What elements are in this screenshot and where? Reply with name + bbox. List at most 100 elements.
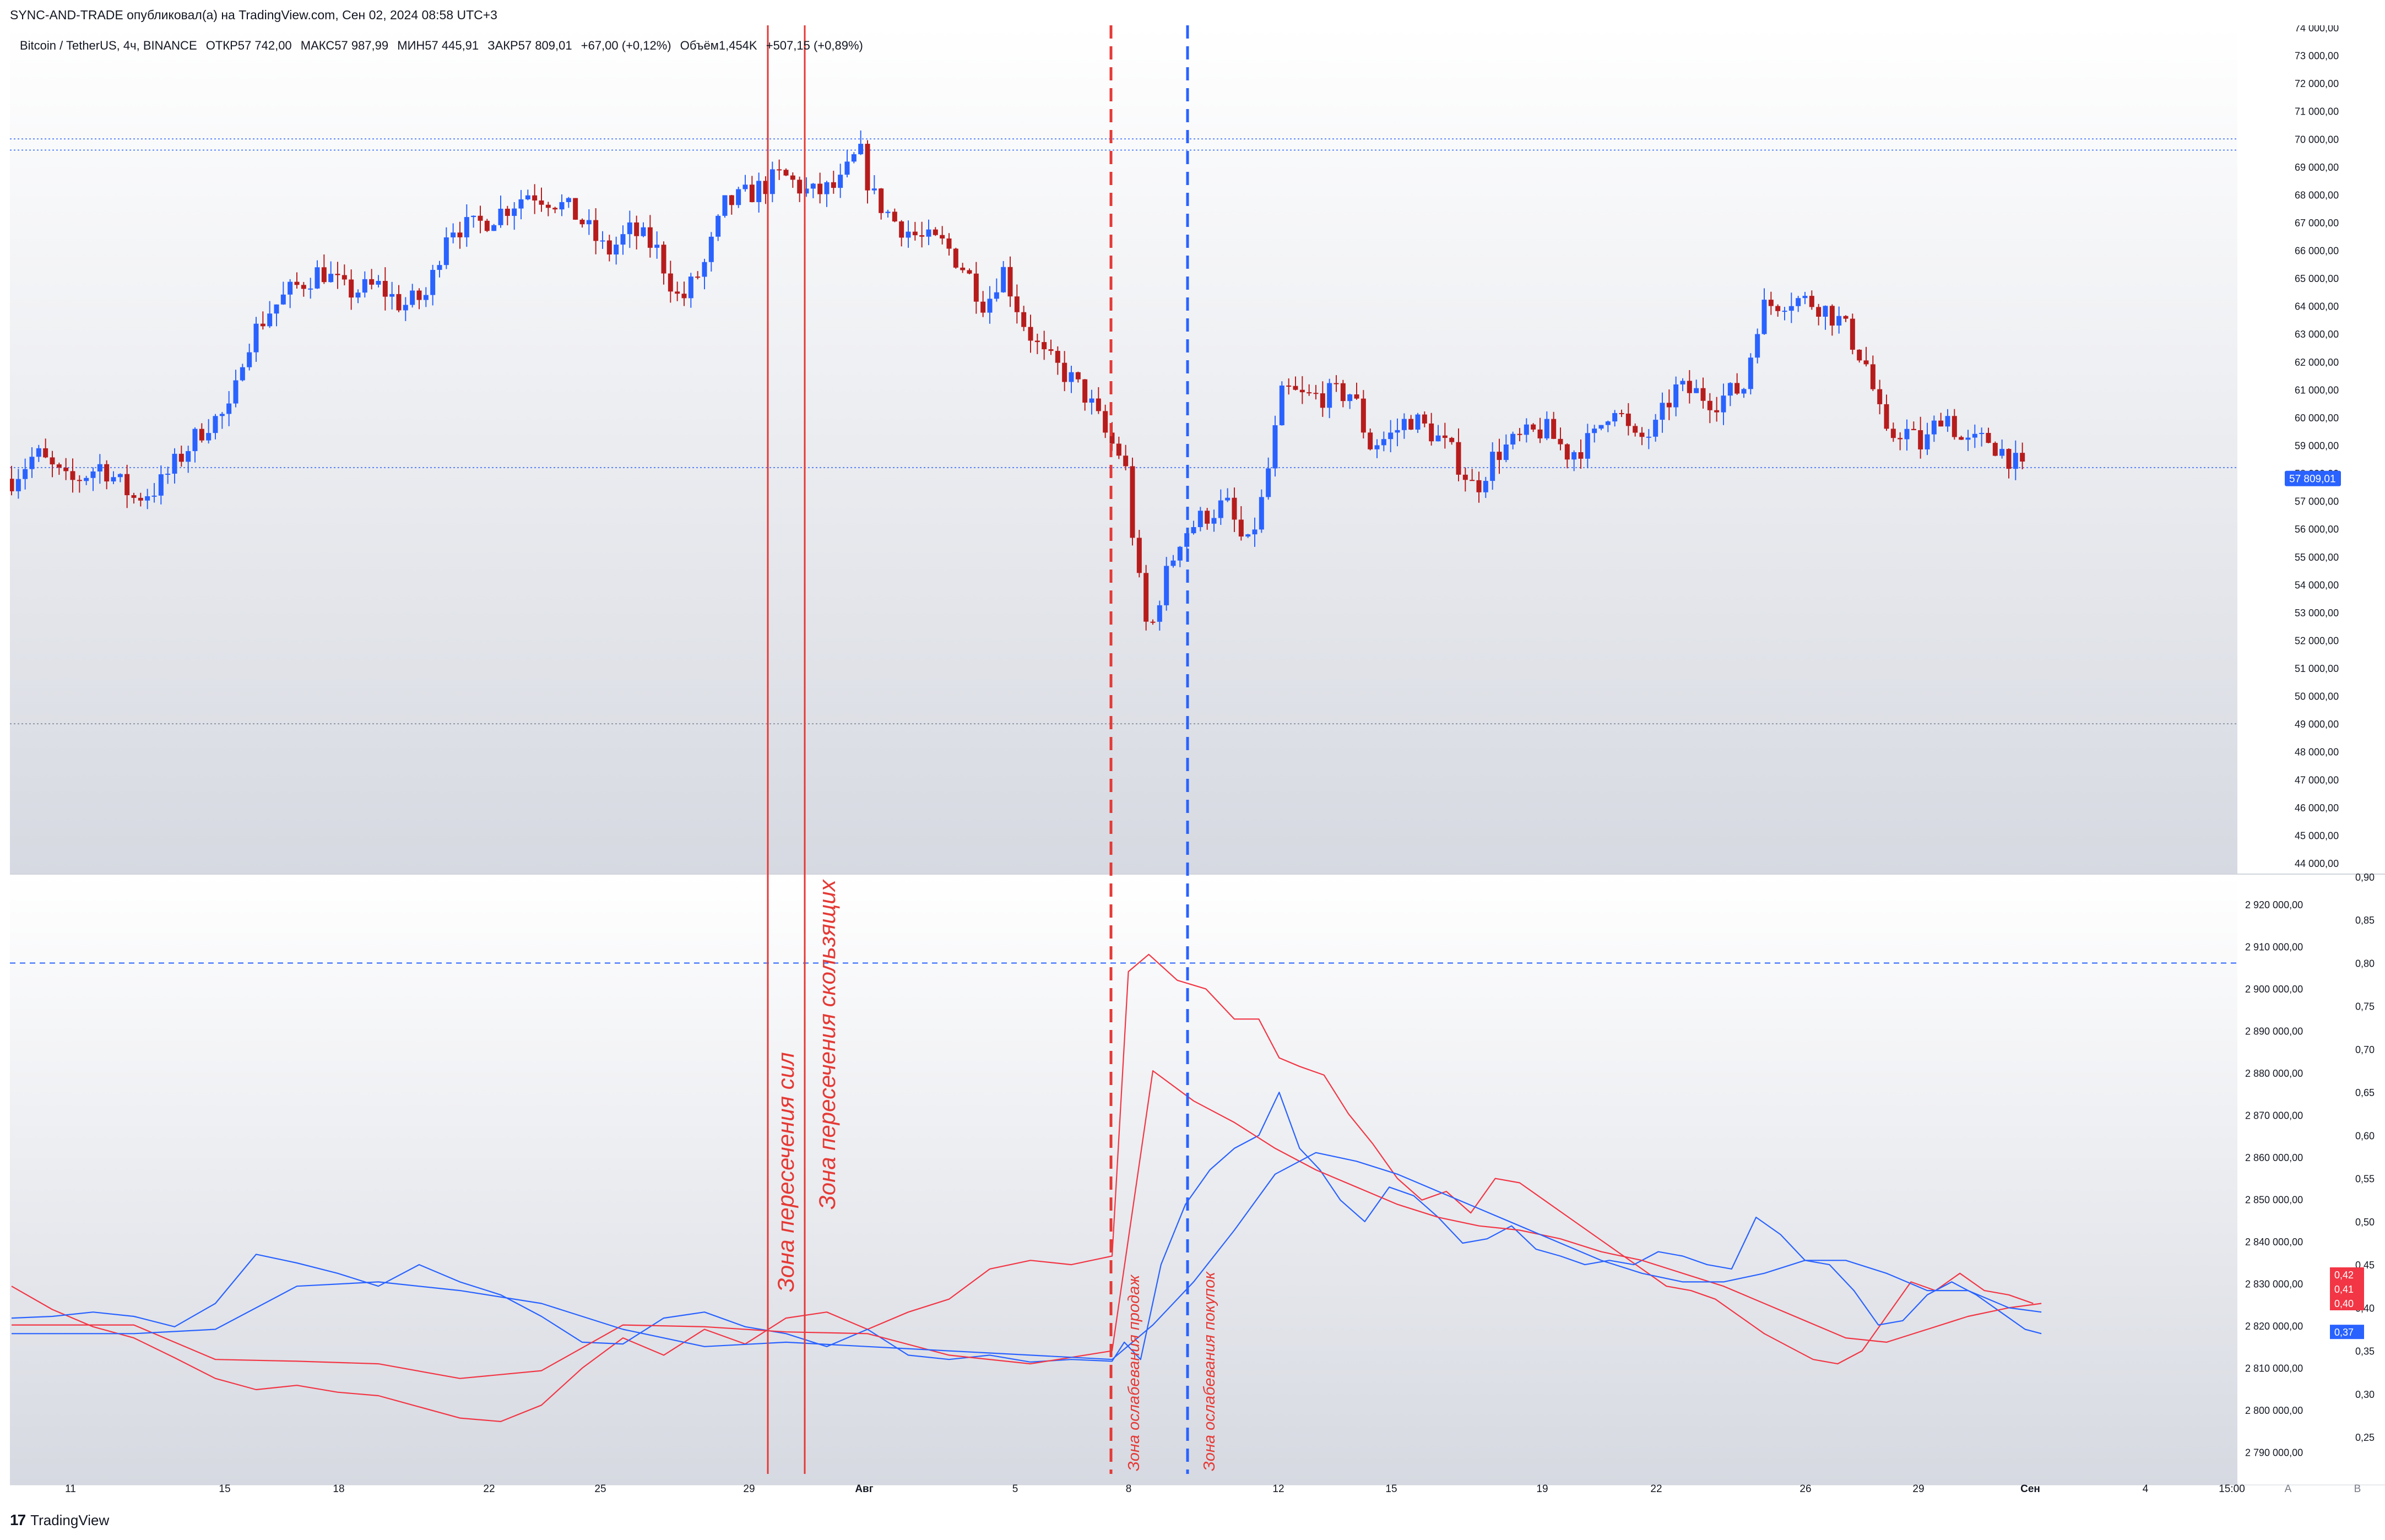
candle-body <box>1931 420 1937 435</box>
candle-body <box>396 294 402 311</box>
legend-symbol[interactable]: Bitcoin / TetherUS, 4ч, BINANCE <box>20 39 197 52</box>
candle-body <box>2006 449 2012 469</box>
candle-body <box>749 185 755 202</box>
volume-axis-label: 2 910 000,00 <box>2245 942 2303 953</box>
candle-body <box>967 270 972 274</box>
candle-body <box>1381 439 1386 446</box>
oscillator-badge-red-label: 0,41 <box>2334 1284 2354 1295</box>
candle-body <box>213 416 218 433</box>
candle-body <box>654 245 660 248</box>
axis-column <box>2237 25 2385 1507</box>
candle-body <box>1761 300 1767 334</box>
time-axis-label: Сен <box>2020 1483 2040 1495</box>
candle-body <box>545 204 551 208</box>
oscillator-line-osc-red-fast <box>11 953 2034 1422</box>
candle-body <box>1986 432 1991 443</box>
candle-body <box>1028 327 1033 341</box>
candle-body <box>23 469 28 479</box>
candle-body <box>1809 296 1814 307</box>
candle-body <box>478 215 483 221</box>
candle-body <box>769 169 775 194</box>
candle-body <box>1001 267 1006 292</box>
price-axis-label: 69 000,00 <box>2295 162 2339 173</box>
candle-body <box>1646 436 1651 438</box>
candle-body <box>1442 435 1448 438</box>
candle-body <box>729 195 734 205</box>
scale-button[interactable]: A <box>2285 1483 2292 1495</box>
candle-body <box>695 276 701 278</box>
candle-body <box>90 471 96 478</box>
candle-body <box>2020 453 2025 462</box>
legend: Bitcoin / TetherUS, 4ч, BINANCE ОТКР57 7… <box>20 39 869 53</box>
volume-axis-label: 2 870 000,00 <box>2245 1110 2303 1121</box>
oscillator-line-osc-blue-slow <box>12 1152 2042 1360</box>
price-axis-label: 50 000,00 <box>2295 691 2339 702</box>
candle-body <box>63 468 69 471</box>
candle-body <box>1802 296 1808 299</box>
footer-brand[interactable]: 17 TradingView <box>10 1511 109 1529</box>
annotation-forces-cross: Зона пересечения сил <box>773 1052 799 1292</box>
candle-body <box>416 290 422 300</box>
candle-body <box>1537 429 1543 438</box>
candle-body <box>437 265 442 270</box>
price-axis-label: 47 000,00 <box>2295 774 2339 785</box>
candle-body <box>1796 298 1801 306</box>
candle-body <box>1327 383 1332 408</box>
candle-body <box>1558 438 1563 444</box>
candle-body <box>1299 389 1305 393</box>
legend-low: МИН57 445,91 <box>397 39 479 52</box>
candle-body <box>240 367 245 381</box>
price-axis-label: 62 000,00 <box>2295 357 2339 368</box>
candle-body <box>973 273 979 302</box>
candle-body <box>1075 372 1081 379</box>
candle-body <box>1972 433 1977 438</box>
candle-body <box>851 154 857 162</box>
candle-body <box>1585 433 1590 459</box>
candle-body <box>858 144 864 155</box>
candle-body <box>1911 429 1916 431</box>
price-axis-label: 70 000,00 <box>2295 134 2339 145</box>
candle-body <box>736 189 741 205</box>
volume-axis-label: 2 840 000,00 <box>2245 1237 2303 1248</box>
candle-body <box>1721 395 1726 413</box>
candle-body <box>600 240 605 242</box>
time-axis-label: 15 <box>1385 1483 1397 1495</box>
time-axis-label: 22 <box>1650 1483 1662 1495</box>
candle-body <box>552 208 558 210</box>
candle-body <box>675 291 680 294</box>
candle-body <box>790 175 795 180</box>
candle-body <box>946 238 952 249</box>
chart-svg[interactable]: 74 000,00 73 000,00 72 000,00 71 000,00 70 0… <box>10 25 2385 1507</box>
candle-body <box>335 274 340 275</box>
oscillator-axis-label: 0,55 <box>2355 1174 2375 1185</box>
candle-body <box>1109 432 1115 444</box>
candle-body <box>702 262 707 277</box>
annotation-ma-cross: Зона пересечения скользящих <box>814 879 840 1210</box>
candle-body <box>1470 480 1475 481</box>
candle-body <box>1069 372 1074 382</box>
candle-body <box>688 276 693 299</box>
candle-body <box>1700 388 1706 401</box>
candle-body <box>566 198 571 202</box>
candle-body <box>1524 424 1529 435</box>
candle-body <box>647 227 653 248</box>
legend-change: +67,00 (+0,12%) <box>581 39 671 52</box>
candle-body <box>349 279 354 298</box>
scale-button[interactable]: B <box>2354 1483 2361 1495</box>
candle-body <box>1619 413 1624 414</box>
candle-body <box>1890 429 1896 438</box>
oscillator-axis-label: 0,25 <box>2355 1432 2375 1443</box>
oscillator-badge-red-label: 0,40 <box>2334 1298 2354 1309</box>
candle-body <box>471 215 476 218</box>
candle-body <box>1395 430 1400 433</box>
candle-body <box>1829 306 1835 326</box>
candle-body <box>844 161 850 175</box>
candle-body <box>382 281 388 297</box>
chart-frame[interactable]: 74 000,00 73 000,00 72 000,00 71 000,00 70 0… <box>10 25 2385 1507</box>
tradingview-logo-icon: 17 <box>10 1511 26 1528</box>
time-axis-label: 15 <box>219 1483 230 1495</box>
candle-body <box>906 231 911 238</box>
candle-body <box>219 414 225 416</box>
candle-body <box>1401 419 1407 430</box>
footer-brand-label: TradingView <box>30 1511 110 1528</box>
